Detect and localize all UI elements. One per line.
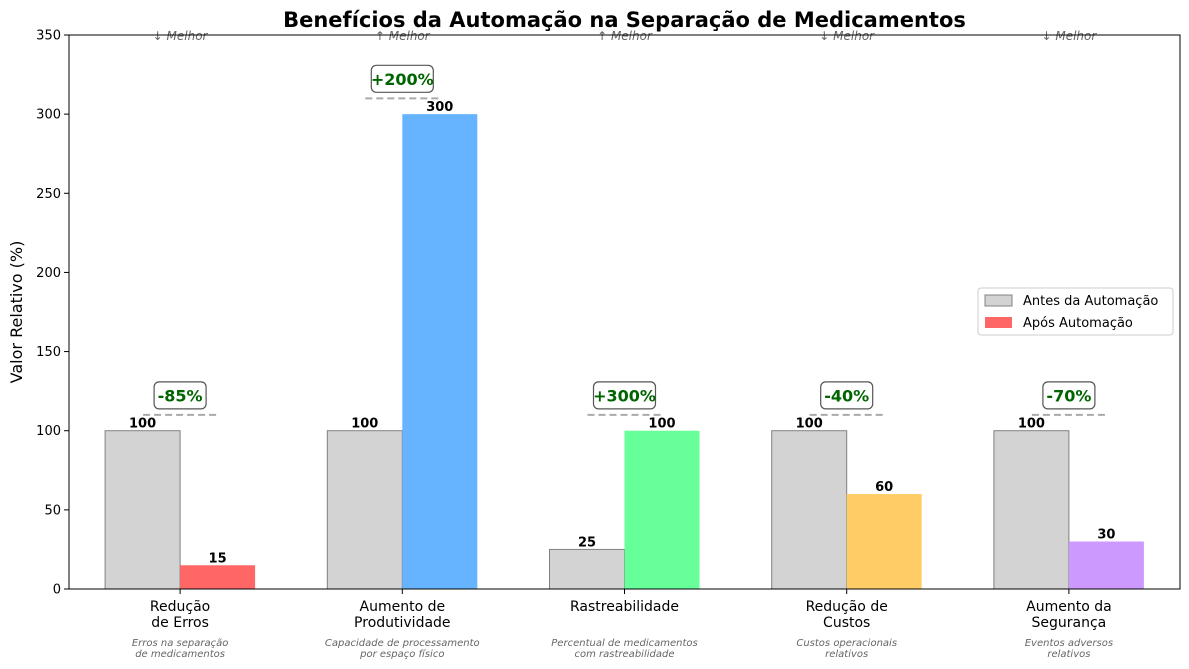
category-description: Percentual de medicamentos [551, 638, 697, 649]
category-description: com rastreabilidade [575, 649, 675, 660]
bar-before [771, 430, 848, 590]
category-label: Aumento da [1026, 599, 1112, 615]
bar-before [549, 548, 625, 590]
direction-hint: ↑ Melhor [597, 29, 653, 43]
improvement-badge [153, 381, 207, 410]
category-description: relativos [825, 649, 868, 660]
y-tick-label: 100 [36, 424, 61, 439]
bar-after [624, 430, 700, 589]
value-label-before: 100 [129, 417, 156, 432]
category-label: Produtividade [354, 615, 451, 631]
category-label: Redução [150, 599, 210, 615]
improvement-badge [592, 381, 657, 410]
category-description: Eventos adversos [1025, 638, 1113, 649]
y-axis-label: Valor Relativo (%) [7, 241, 26, 384]
y-tick-label: 50 [44, 503, 61, 518]
category-description: Erros na separação [132, 638, 229, 649]
value-label-before: 100 [1018, 417, 1045, 432]
y-tick-label: 150 [36, 345, 61, 360]
category-label: Redução de [806, 599, 888, 615]
improvement-badge [820, 381, 874, 410]
y-tick-label: 0 [53, 583, 61, 598]
improvement-label: -40% [824, 386, 869, 405]
improvement-label: -70% [1046, 386, 1091, 405]
direction-hint: ↓ Melhor [153, 29, 209, 43]
y-tick-label: 250 [36, 187, 61, 202]
category-description: relativos [1047, 649, 1090, 660]
category-label: Segurança [1032, 615, 1107, 631]
category-label: Rastreabilidade [570, 599, 679, 615]
legend-box [977, 287, 1174, 336]
y-tick-label: 300 [36, 108, 61, 123]
chart-title: Benefícios da Automação na Separação de … [283, 8, 966, 32]
bar-after [1068, 541, 1144, 589]
improvement-badge [370, 64, 434, 93]
bar-after [180, 565, 256, 589]
value-label-before: 100 [351, 417, 378, 432]
direction-hint: ↓ Melhor [819, 29, 875, 43]
category-label: Custos [823, 615, 870, 631]
y-tick-label: 350 [36, 29, 61, 44]
bar-before [326, 430, 403, 590]
improvement-label: -85% [158, 386, 203, 405]
legend-label-after: Após Automação [1023, 316, 1133, 331]
value-label-after: 60 [875, 480, 893, 495]
direction-hint: ↑ Melhor [375, 29, 431, 43]
bar-before [993, 430, 1070, 590]
value-label-before: 100 [796, 417, 823, 432]
value-label-after: 15 [209, 551, 227, 566]
improvement-badge [1042, 381, 1096, 410]
direction-hint: ↓ Melhor [1041, 29, 1097, 43]
bar-before [104, 430, 181, 590]
category-label: de Erros [151, 615, 209, 631]
value-label-after: 100 [648, 417, 675, 432]
category-description: por espaço físico [359, 648, 444, 660]
value-label-before: 25 [578, 535, 596, 550]
improvement-label: +200% [371, 70, 434, 89]
category-label: Aumento de [360, 599, 446, 615]
plot-frame [68, 34, 1181, 590]
legend-swatch-after [985, 317, 1012, 328]
category-description: Capacidade de processamento [325, 638, 480, 649]
bar-after [402, 114, 478, 590]
bar-after [846, 494, 922, 589]
y-tick-label: 200 [36, 266, 61, 281]
value-label-after: 30 [1097, 528, 1115, 543]
legend-swatch-before [984, 294, 1013, 307]
legend-label-before: Antes da Automação [1023, 294, 1158, 309]
category-description: de medicamentos [135, 649, 225, 660]
category-description: Custos operacionais [796, 638, 897, 649]
improvement-label: +300% [593, 386, 656, 405]
value-label-after: 300 [426, 100, 453, 115]
